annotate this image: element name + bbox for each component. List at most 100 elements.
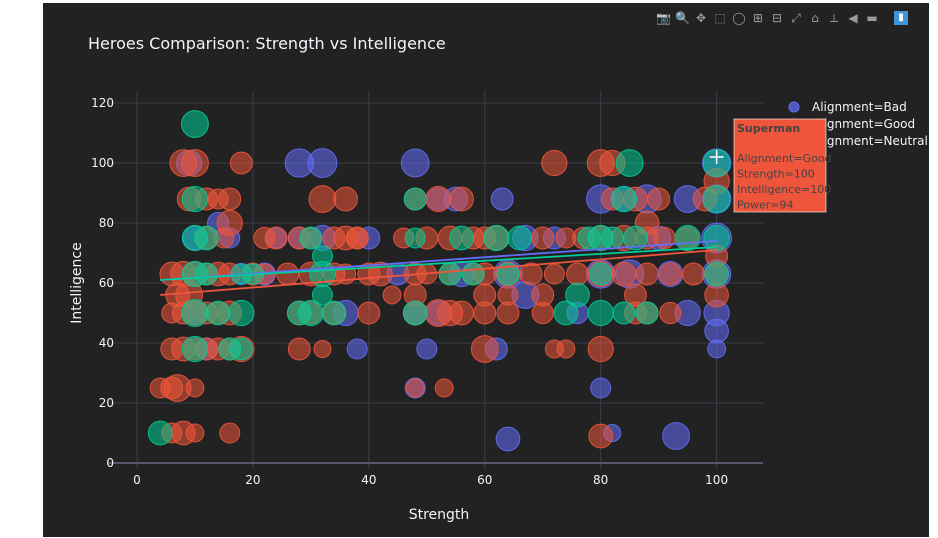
data-point[interactable]: [470, 335, 499, 363]
data-point[interactable]: [531, 226, 555, 250]
spike-lines-icon[interactable]: ⟂: [829, 11, 838, 25]
box-select-icon[interactable]: ⬚: [714, 11, 726, 25]
data-point[interactable]: [346, 226, 369, 250]
data-point[interactable]: [681, 262, 705, 286]
lasso-select-icon[interactable]: ◯: [732, 11, 746, 25]
data-point[interactable]: [425, 185, 452, 213]
data-point[interactable]: [507, 225, 532, 251]
data-point[interactable]: [181, 110, 209, 138]
data-point[interactable]: [610, 185, 638, 213]
data-point[interactable]: [587, 335, 614, 363]
data-point[interactable]: [299, 226, 323, 250]
data-point[interactable]: [611, 261, 637, 287]
data-point[interactable]: [311, 284, 333, 306]
data-point[interactable]: [382, 285, 402, 305]
data-point[interactable]: [612, 301, 636, 325]
data-point[interactable]: [181, 185, 209, 213]
data-point[interactable]: [229, 151, 253, 175]
data-point[interactable]: [286, 300, 312, 326]
data-point[interactable]: [658, 262, 682, 286]
data-point[interactable]: [438, 262, 462, 286]
data-point[interactable]: [449, 225, 474, 251]
hover-closest-icon[interactable]: ◀: [848, 11, 858, 25]
data-point[interactable]: [194, 225, 219, 251]
data-point[interactable]: [495, 426, 521, 452]
data-point[interactable]: [402, 300, 428, 326]
data-point[interactable]: [659, 301, 682, 325]
data-point[interactable]: [185, 378, 205, 398]
data-point[interactable]: [483, 224, 510, 252]
data-point[interactable]: [449, 300, 474, 326]
data-point[interactable]: [473, 301, 497, 325]
data-point[interactable]: [434, 378, 454, 398]
data-point[interactable]: [333, 186, 358, 212]
data-point[interactable]: [635, 262, 659, 286]
data-point[interactable]: [346, 338, 368, 360]
data-point[interactable]: [205, 300, 231, 326]
pan-icon[interactable]: ✥: [695, 11, 707, 25]
data-point[interactable]: [147, 420, 173, 446]
data-points[interactable]: [147, 110, 732, 452]
data-point[interactable]: [496, 262, 520, 286]
data-point[interactable]: [600, 226, 624, 250]
zoom-in-icon[interactable]: ⊞: [752, 11, 764, 25]
data-point[interactable]: [405, 378, 425, 398]
data-point[interactable]: [531, 301, 554, 325]
data-point[interactable]: [543, 263, 565, 285]
zoom-icon[interactable]: 🔍: [675, 11, 690, 25]
data-point[interactable]: [449, 186, 474, 212]
data-point[interactable]: [704, 261, 729, 287]
data-point[interactable]: [702, 185, 731, 213]
data-point[interactable]: [662, 422, 690, 450]
data-point[interactable]: [181, 335, 209, 363]
data-point[interactable]: [313, 340, 332, 358]
data-point[interactable]: [615, 149, 644, 177]
data-point[interactable]: [416, 338, 438, 360]
data-point[interactable]: [181, 149, 209, 177]
data-point[interactable]: [311, 245, 333, 267]
data-point[interactable]: [496, 301, 520, 325]
zoom-out-icon[interactable]: ⊟: [771, 11, 783, 25]
data-point[interactable]: [307, 148, 338, 178]
data-point[interactable]: [264, 226, 288, 250]
data-point[interactable]: [623, 225, 648, 251]
data-point[interactable]: [704, 282, 729, 308]
data-point[interactable]: [635, 301, 659, 325]
data-point[interactable]: [276, 262, 300, 286]
data-point[interactable]: [556, 339, 576, 359]
data-point[interactable]: [588, 423, 614, 449]
data-point[interactable]: [565, 282, 590, 308]
data-point[interactable]: [541, 149, 568, 177]
data-point[interactable]: [707, 339, 727, 359]
data-point[interactable]: [229, 337, 253, 361]
data-point[interactable]: [590, 377, 612, 399]
data-point[interactable]: [218, 187, 242, 211]
camera-icon[interactable]: 📷: [656, 11, 671, 25]
data-point[interactable]: [195, 262, 218, 286]
data-point[interactable]: [674, 224, 701, 252]
plotly-logo-icon[interactable]: ▮: [894, 11, 908, 25]
data-point[interactable]: [589, 262, 613, 286]
data-point[interactable]: [461, 262, 485, 286]
data-point[interactable]: [219, 422, 241, 444]
series-neutral[interactable]: [147, 110, 731, 446]
hover-compare-icon[interactable]: ▬: [866, 11, 878, 25]
data-point[interactable]: [357, 301, 381, 325]
data-point[interactable]: [490, 187, 514, 211]
legend-item[interactable]: Alignment=Bad: [788, 100, 907, 114]
reset-axes-icon[interactable]: ⌂: [811, 11, 819, 25]
data-point[interactable]: [287, 337, 311, 361]
data-point[interactable]: [704, 318, 729, 344]
data-point[interactable]: [566, 262, 589, 286]
data-point[interactable]: [404, 227, 426, 249]
data-point[interactable]: [181, 299, 209, 327]
autoscale-icon[interactable]: ⤢: [791, 11, 801, 25]
data-point[interactable]: [185, 423, 205, 443]
data-point[interactable]: [647, 187, 671, 211]
data-point[interactable]: [519, 262, 543, 286]
data-point[interactable]: [400, 148, 430, 178]
data-point[interactable]: [587, 299, 614, 327]
data-point[interactable]: [228, 299, 255, 327]
data-point[interactable]: [321, 300, 347, 326]
